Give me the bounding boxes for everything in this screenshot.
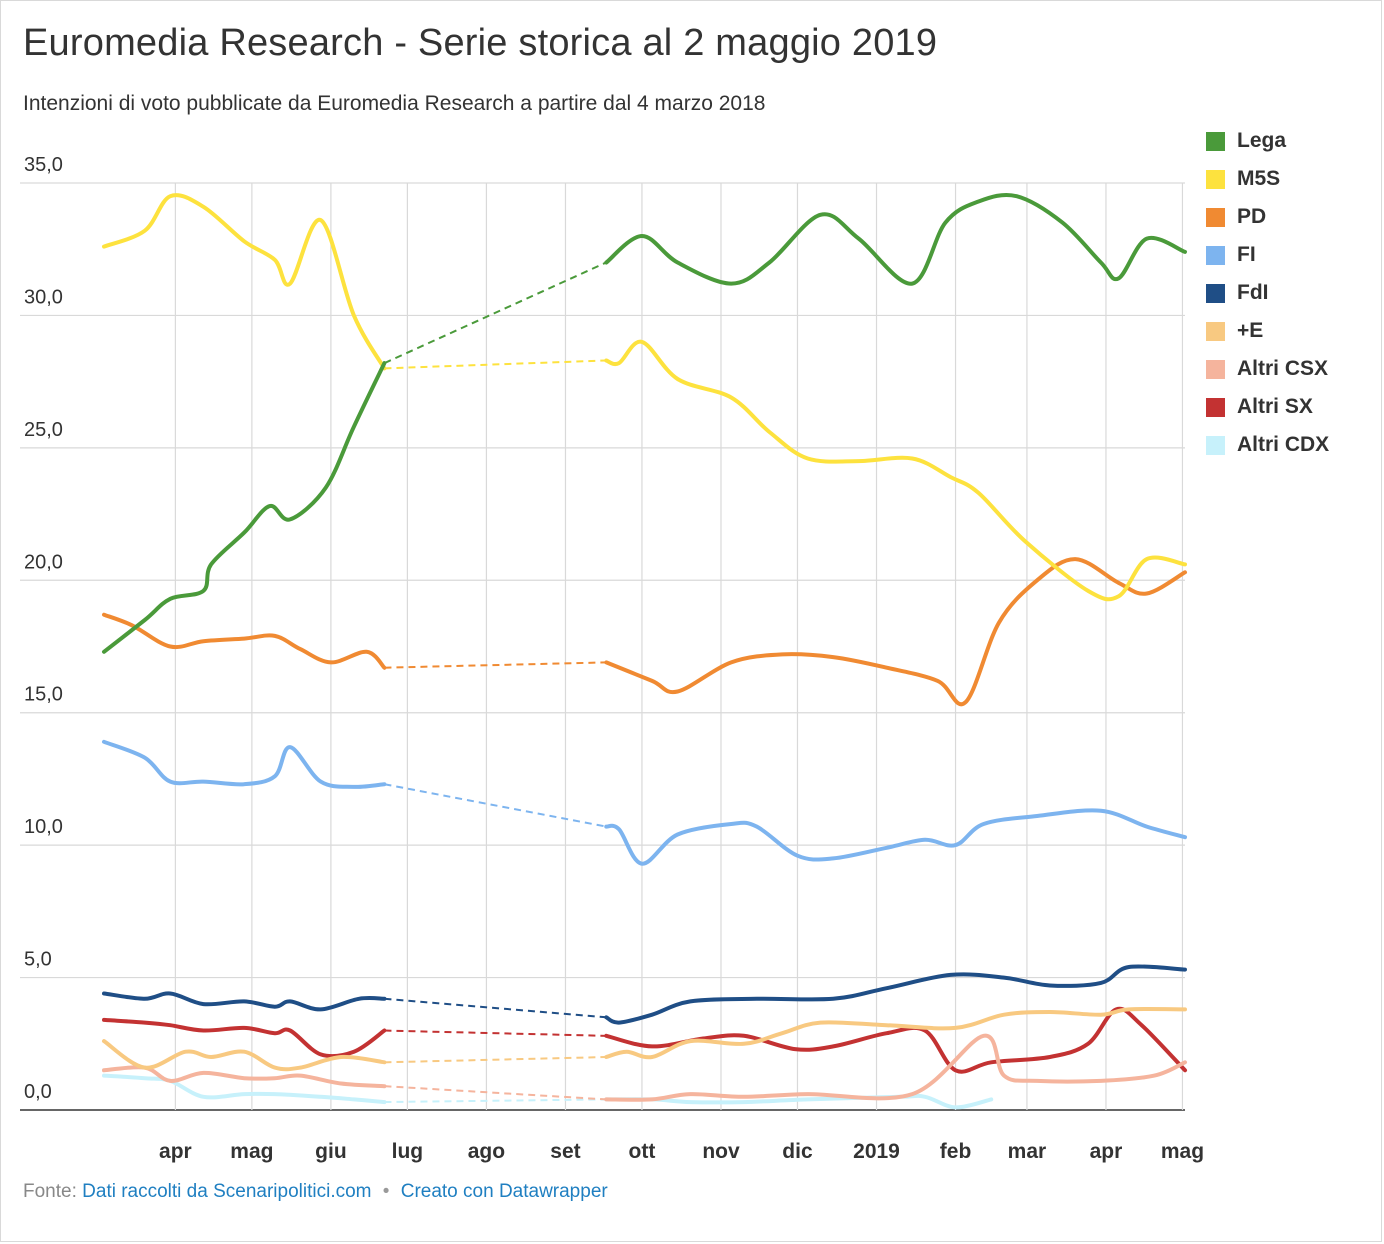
legend-swatch: [1206, 435, 1225, 455]
y-tick-label: 35,0: [24, 154, 63, 176]
footer-prefix: Fonte:: [23, 1181, 77, 1202]
legend-swatch: [1206, 321, 1225, 341]
series-line-lega: [604, 192, 1187, 286]
gap-connector-e: [384, 1056, 607, 1064]
legend-label: Altri CSX: [1237, 357, 1329, 380]
series-line-fi: [604, 808, 1187, 866]
x-tick-label: apr: [1090, 1140, 1123, 1163]
series-line-m5s: [102, 193, 387, 371]
series-m5s: [102, 193, 1187, 602]
series-altri-csx: [102, 1033, 1187, 1102]
x-tick-label: 2019: [853, 1140, 900, 1163]
x-tick-label: lug: [392, 1140, 424, 1163]
series-fdi: [102, 964, 1187, 1025]
x-tick-label: dic: [782, 1140, 813, 1163]
legend-item-fi: FI: [1206, 236, 1329, 274]
series-line-altri-csx: [604, 1033, 1187, 1102]
gap-connector-altri-cdx: [384, 1098, 607, 1104]
x-tick-label: giu: [315, 1140, 347, 1163]
legend-swatch: [1206, 359, 1225, 379]
legend-item-e: +E: [1206, 312, 1329, 350]
series-fi: [102, 739, 1187, 866]
legend-swatch: [1206, 397, 1225, 417]
legend-label: FdI: [1237, 281, 1269, 304]
gap-connector-altri-csx: [384, 1085, 607, 1101]
gap-connector-m5s: [384, 359, 607, 370]
legend-label: +E: [1237, 319, 1264, 342]
y-tick-label: 10,0: [24, 816, 63, 838]
y-tick-label: 5,0: [24, 949, 52, 971]
series-line-lega: [102, 361, 387, 654]
y-tick-label: 20,0: [24, 551, 63, 573]
y-tick-label: 25,0: [24, 419, 63, 441]
legend-swatch: [1206, 131, 1225, 151]
series-line-fdi: [102, 991, 387, 1012]
legend-swatch: [1206, 245, 1225, 265]
footer: Fonte: Dati raccolti da Scenaripolitici.…: [23, 1181, 608, 1203]
y-tick-label: 30,0: [24, 286, 63, 308]
series-line-pd: [604, 557, 1187, 707]
chart-subtitle: Intenzioni di voto pubblicate da Euromed…: [23, 92, 766, 115]
gap-connector-fdi: [384, 997, 607, 1019]
series-line-fdi: [604, 964, 1187, 1025]
series-altri-cdx: [102, 1073, 994, 1110]
series-e: [102, 1007, 1187, 1072]
legend-label: Altri CDX: [1237, 433, 1330, 456]
series-line-e: [604, 1007, 1187, 1060]
x-tick-label: set: [550, 1140, 580, 1163]
legend-item-altri-csx: Altri CSX: [1206, 350, 1329, 388]
x-axis-labels: apr mag giu lug ago set ott nov dic 2019 feb mar apr…: [159, 1140, 1204, 1163]
series-line-altri-sx: [604, 1006, 1187, 1074]
x-tick-label: mag: [1161, 1140, 1204, 1163]
series-lega: [102, 192, 1187, 654]
x-tick-label: apr: [159, 1140, 192, 1163]
legend-label: PD: [1237, 205, 1267, 228]
legend-item-altri-cdx: Altri CDX: [1206, 426, 1329, 464]
chart-title: Euromedia Research - Serie storica al 2 …: [23, 22, 938, 64]
gap-connector-altri-sx: [384, 1029, 607, 1037]
legend-item-altri-sx: Altri SX: [1206, 388, 1329, 426]
legend-label: FI: [1237, 243, 1256, 266]
legend-item-m5s: M5S: [1206, 160, 1329, 198]
series-line-e: [102, 1039, 387, 1072]
series-line-altri-cdx: [604, 1093, 994, 1110]
x-tick-label: mag: [230, 1140, 273, 1163]
series-line-fi: [102, 739, 387, 789]
legend-item-pd: PD: [1206, 198, 1329, 236]
x-tick-label: ott: [629, 1140, 656, 1163]
x-tick-label: mar: [1008, 1140, 1047, 1163]
legend: Lega M5S PD FI FdI +E Altri CSX Altri SX Altri C…: [1206, 122, 1329, 464]
footer-separator: •: [382, 1181, 390, 1202]
series-line-m5s: [604, 339, 1187, 602]
gap-connector-fi: [384, 783, 607, 828]
gap-connector-lega: [384, 261, 607, 365]
y-axis-labels: 0,0 5,0 10,0 15,0 20,0 25,0 30,0 35,0: [24, 154, 63, 1103]
legend-item-lega: Lega: [1206, 122, 1329, 160]
x-tick-label: feb: [940, 1140, 972, 1163]
legend-label: Altri SX: [1237, 395, 1313, 418]
legend-swatch: [1206, 169, 1225, 189]
grid: [20, 182, 1185, 1111]
x-tick-label: nov: [702, 1140, 740, 1163]
series-pd: [102, 557, 1187, 707]
credit-link[interactable]: Creato con Datawrapper: [400, 1181, 608, 1202]
series-line-pd: [102, 612, 387, 670]
y-tick-label: 15,0: [24, 684, 63, 706]
series-line-altri-cdx: [102, 1073, 387, 1105]
legend-swatch: [1206, 283, 1225, 303]
x-tick-label: ago: [468, 1140, 505, 1163]
series-line-altri-csx: [102, 1065, 387, 1089]
series-lines: [102, 192, 1187, 1110]
gap-connector-pd: [384, 661, 607, 669]
y-tick-label: 0,0: [24, 1081, 52, 1103]
legend-label: M5S: [1237, 167, 1281, 190]
source-link[interactable]: Dati raccolti da Scenaripolitici.com: [82, 1181, 372, 1202]
legend-item-fdi: FdI: [1206, 274, 1329, 312]
legend-swatch: [1206, 207, 1225, 227]
legend-label: Lega: [1237, 129, 1287, 152]
